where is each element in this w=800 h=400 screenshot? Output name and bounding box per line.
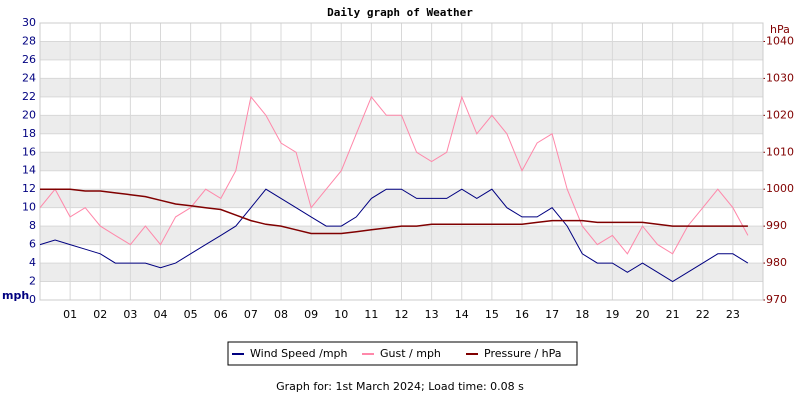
legend-label: Wind Speed /mph xyxy=(250,347,348,360)
y-tick-label: 26 xyxy=(22,53,36,66)
y2-tick-label: 990 xyxy=(766,219,787,232)
y2-tick-label: 970 xyxy=(766,293,787,306)
x-tick-label: 04 xyxy=(154,308,168,321)
x-tick-label: 05 xyxy=(184,308,198,321)
x-tick-label: 23 xyxy=(726,308,740,321)
footer: Graph for: 1st March 2024; Load time: 0.… xyxy=(276,380,524,393)
series-line xyxy=(40,188,748,235)
x-tick-label: 06 xyxy=(214,308,228,321)
x-tick-label: 21 xyxy=(666,308,680,321)
plot-frame xyxy=(39,22,764,301)
y-tick-label: 18 xyxy=(22,127,36,140)
y-tick-label: 10 xyxy=(22,201,36,214)
x-tick-label: 03 xyxy=(123,308,137,321)
y-tick-label: 2 xyxy=(29,275,36,288)
y2-tick-label: 1000 xyxy=(766,182,794,195)
x-tick-label: 19 xyxy=(605,308,619,321)
chart-title: Daily graph of Weather xyxy=(327,6,473,19)
x-tick-label: 14 xyxy=(455,308,469,321)
y2-axis-label: hPa xyxy=(770,23,790,36)
y2-tick-label: 1010 xyxy=(766,145,794,158)
y-tick-label: 6 xyxy=(29,238,36,251)
y-tick-label: 24 xyxy=(22,71,36,84)
y-tick-label: 22 xyxy=(22,90,36,103)
x-tick-label: 10 xyxy=(334,308,348,321)
x-tick-label: 02 xyxy=(93,308,107,321)
x-tick-label: 17 xyxy=(545,308,559,321)
y2-tick-label: 980 xyxy=(766,256,787,269)
y-tick-label: 16 xyxy=(22,145,36,158)
legend-label: Pressure / hPa xyxy=(484,347,562,360)
x-tick-label: 22 xyxy=(696,308,710,321)
x-tick-label: 08 xyxy=(274,308,288,321)
series-line xyxy=(39,188,749,283)
x-tick-label: 18 xyxy=(575,308,589,321)
x-tick-label: 20 xyxy=(636,308,650,321)
y2-tick-label: 1040 xyxy=(766,34,794,47)
y-tick-label: 14 xyxy=(22,164,36,177)
y-tick-label: 8 xyxy=(29,219,36,232)
y-tick-label: 20 xyxy=(22,108,36,121)
x-tick-label: 01 xyxy=(63,308,77,321)
x-tick-label: 09 xyxy=(304,308,318,321)
y-tick-label: 4 xyxy=(29,256,36,269)
x-tick-label: 07 xyxy=(244,308,258,321)
y-axis-label: mph xyxy=(2,289,29,302)
y-tick-label: 12 xyxy=(22,182,36,195)
x-tick-label: 13 xyxy=(425,308,439,321)
legend-box xyxy=(227,341,578,366)
y2-tick-label: 1030 xyxy=(766,71,794,84)
y2-tick-label: 1020 xyxy=(766,108,794,121)
legend-label: Gust / mph xyxy=(380,347,441,360)
x-tick-label: 11 xyxy=(364,308,378,321)
y-tick-label: 28 xyxy=(22,34,36,47)
series-line xyxy=(39,95,749,255)
x-tick-label: 15 xyxy=(485,308,499,321)
x-tick-label: 16 xyxy=(515,308,529,321)
y-tick-label: 30 xyxy=(22,16,36,29)
y-tick-label: 0 xyxy=(29,293,36,306)
x-tick-label: 12 xyxy=(395,308,409,321)
